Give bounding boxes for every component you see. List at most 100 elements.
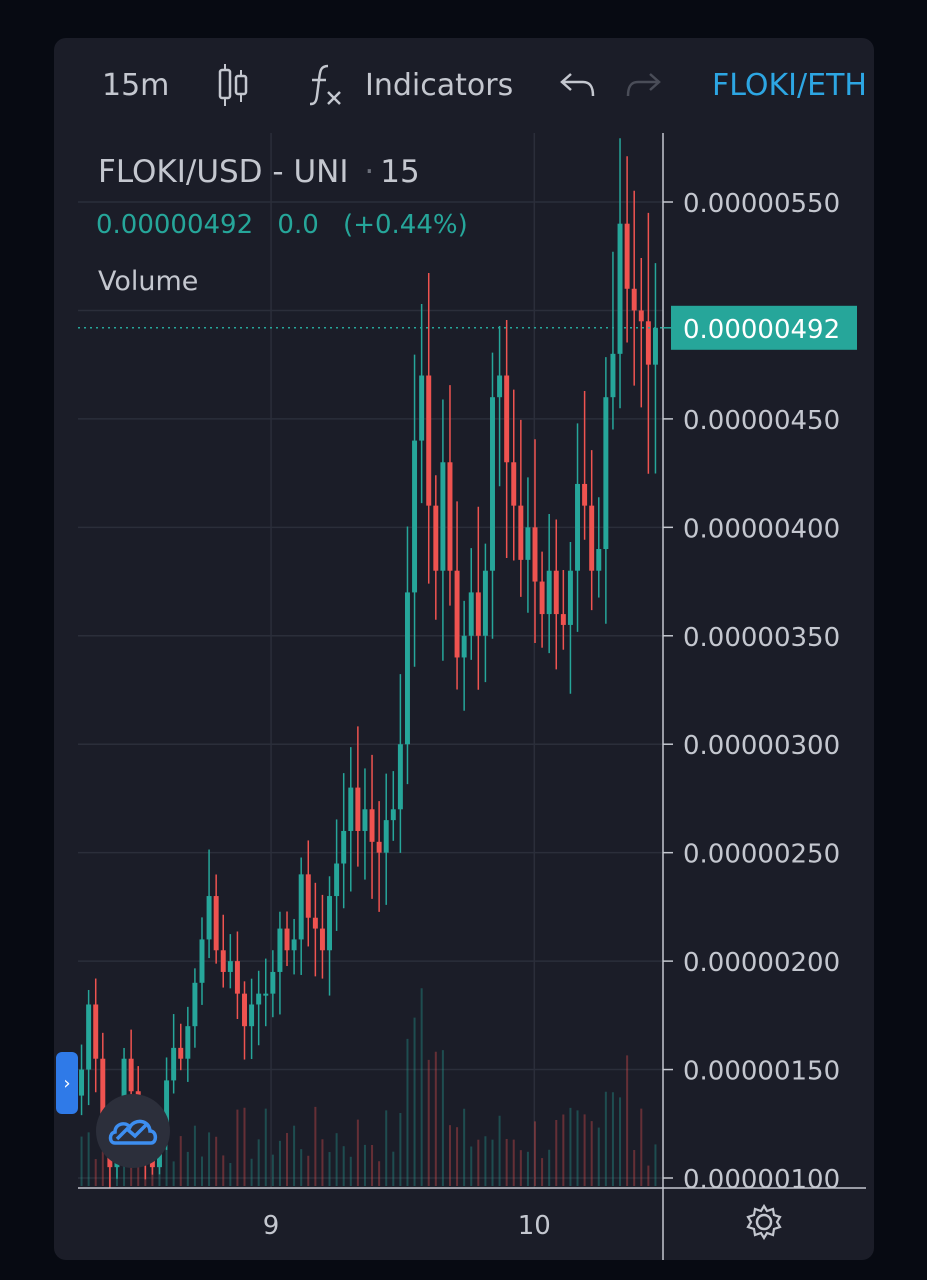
legend-dot: · [364,154,375,190]
chevron-right-icon[interactable]: › [56,1052,78,1114]
candle-body [305,874,311,918]
candle-body [234,961,240,994]
candle-body [185,1026,191,1059]
candle-body [270,971,276,994]
candles-icon[interactable] [216,64,256,106]
candle-body [575,483,580,571]
legend-separator: - [272,154,284,190]
candle-body [447,462,453,571]
legend-title: FLOKI/USD - UNI · 15 [98,154,420,190]
candle-body [355,787,361,831]
symbol-button[interactable]: FLOKI/ETH [712,67,867,103]
candle-body [546,570,552,615]
candle-body [199,939,205,983]
candle-body [341,830,347,864]
candle-body [79,1069,85,1096]
candle-body [532,527,538,582]
candle-body [412,440,418,593]
candle-body [624,223,630,289]
legend-pair: FLOKI/USD [98,154,263,190]
candle-body [454,570,460,658]
candle-body [589,505,595,571]
candle-body [256,993,262,1005]
legend-interval: 15 [380,154,420,190]
candle-body [227,961,233,972]
last-price-label: 0.00000492 [683,315,840,345]
candle-body [390,809,396,821]
candle-body [128,1058,134,1092]
candle-body [525,527,531,560]
price-tick-label: 0.00000400 [683,514,840,544]
indicators-button[interactable]: Indicators [365,67,514,103]
candle-body [220,950,226,972]
candle-body [192,982,198,1027]
gear-icon[interactable] [744,1202,784,1242]
candle-body [213,896,219,951]
time-tick-label: 10 [518,1211,551,1241]
candle-body [383,820,389,853]
candle-body [482,570,488,636]
candle-body [631,288,637,311]
candle-body [369,809,375,842]
candle-body [638,310,644,322]
candle-body [596,549,602,571]
price-chart[interactable]: 0.00000550 0.00000450 0.00000400 0.00000350… [54,38,874,1260]
candle-body [164,1080,170,1124]
price-tick-label: 0.00000100 [683,1165,840,1195]
candle-body [242,993,247,1027]
candle-body [426,375,432,506]
candle-body [610,353,616,398]
candle-body [490,397,495,571]
last-price-badge [671,305,857,350]
candle-body [249,1004,255,1027]
price-tick-label: 0.00000200 [683,948,840,978]
price-tick-label: 0.00000150 [683,1057,840,1087]
candle-body [468,592,474,636]
candle-body [603,397,609,550]
chart-toolbar: 15m Indicators [54,38,874,133]
legend-exchange: UNI [293,154,349,190]
candle-body [263,993,269,996]
candle-body [461,635,467,658]
candle-body [504,375,510,463]
chart-panel: 15m Indicators [54,38,874,1260]
candle-body [312,917,318,929]
redo-icon[interactable] [626,65,666,105]
candle-body [539,581,545,615]
candle-body [100,1058,106,1124]
candle-body [348,787,354,831]
candle-body [277,928,283,972]
undo-icon[interactable] [559,65,599,105]
candle-body [298,874,304,940]
candle-body [567,570,573,625]
legend-change: 0.0 [277,210,319,240]
candle-body [553,570,559,615]
candle-body [178,1047,184,1059]
candle-body [334,863,340,897]
legend-change-pct: (+0.44%) [343,210,468,240]
price-tick-label: 0.00000350 [683,623,840,653]
candle-body [376,841,382,853]
candle-body [511,462,517,506]
tradingview-logo-icon[interactable] [96,1094,170,1168]
candle-body [291,939,297,951]
price-tick-label: 0.00000450 [683,406,840,436]
candle-body [362,809,368,831]
legend-price: 0.00000492 [96,210,254,240]
legend-volume[interactable]: Volume [98,266,199,297]
candle-body [475,592,481,636]
candle-body [284,928,290,951]
candle-body [652,327,658,365]
candle-body [582,483,588,506]
candle-body [327,896,333,951]
fx-icon[interactable] [308,64,348,106]
legend-price-row: 0.00000492 0.0 (+0.44%) [96,210,484,240]
candle-body [617,223,623,354]
candle-body [440,462,446,571]
time-tick-label: 9 [263,1211,280,1241]
candle-body [319,928,325,951]
candle-body [419,375,425,441]
interval-button[interactable]: 15m [102,67,170,103]
candle-body [560,614,566,625]
candle-body [86,1004,92,1070]
